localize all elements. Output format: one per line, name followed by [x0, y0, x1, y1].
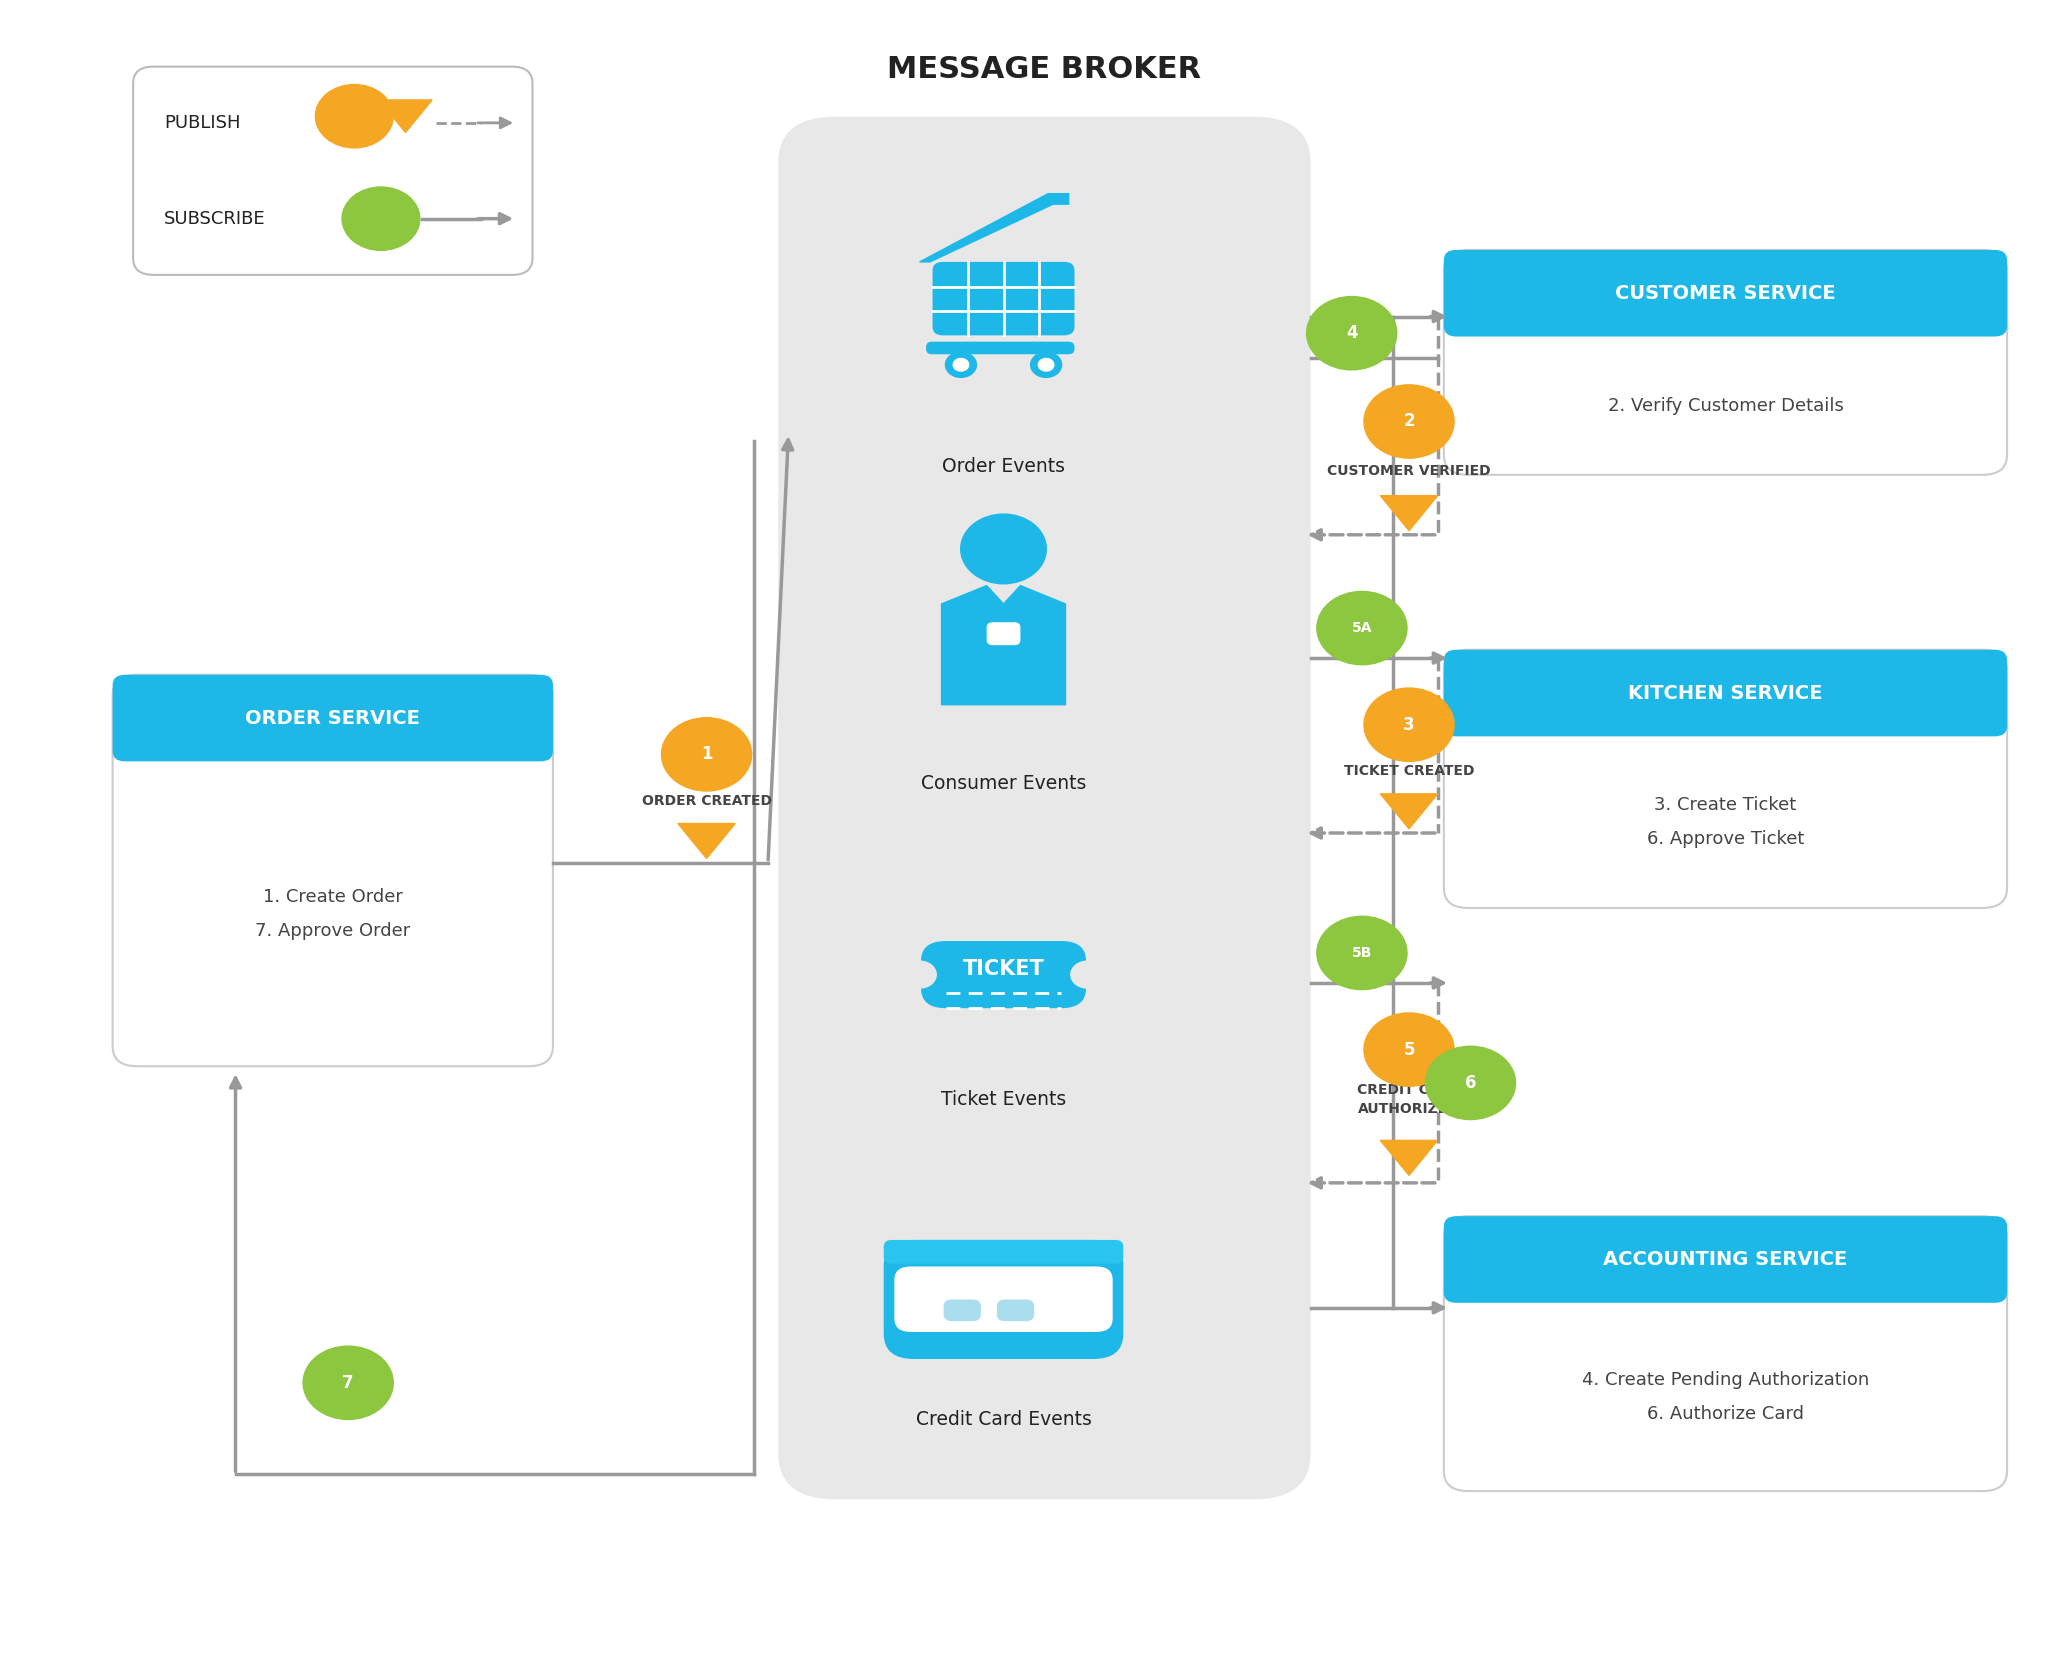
- Text: Order Events: Order Events: [942, 456, 1065, 476]
- Polygon shape: [1380, 1140, 1438, 1176]
- Polygon shape: [920, 193, 1069, 262]
- Circle shape: [1364, 385, 1454, 458]
- FancyBboxPatch shape: [113, 675, 553, 1066]
- FancyBboxPatch shape: [997, 1299, 1034, 1321]
- Circle shape: [1317, 916, 1407, 990]
- Circle shape: [303, 1346, 393, 1419]
- Text: 4: 4: [1346, 325, 1358, 342]
- FancyBboxPatch shape: [778, 117, 1311, 1499]
- Polygon shape: [678, 823, 735, 858]
- Text: Ticket Events: Ticket Events: [940, 1090, 1067, 1110]
- FancyBboxPatch shape: [1444, 1216, 2007, 1491]
- Text: Consumer Events: Consumer Events: [922, 773, 1085, 793]
- FancyBboxPatch shape: [926, 342, 1075, 355]
- Polygon shape: [942, 586, 1065, 705]
- FancyBboxPatch shape: [885, 1240, 1122, 1359]
- FancyBboxPatch shape: [1444, 250, 2007, 475]
- Polygon shape: [379, 100, 432, 133]
- FancyBboxPatch shape: [1444, 650, 2007, 908]
- Text: PUBLISH: PUBLISH: [164, 113, 240, 132]
- Circle shape: [662, 718, 752, 791]
- Text: CUSTOMER SERVICE: CUSTOMER SERVICE: [1616, 283, 1835, 303]
- Text: 2. Verify Customer Details: 2. Verify Customer Details: [1608, 397, 1843, 415]
- FancyBboxPatch shape: [1444, 650, 2007, 736]
- Circle shape: [1038, 358, 1055, 372]
- Circle shape: [315, 85, 393, 148]
- Circle shape: [1364, 688, 1454, 761]
- Text: ORDER CREATED: ORDER CREATED: [641, 795, 772, 808]
- Text: ACCOUNTING SERVICE: ACCOUNTING SERVICE: [1604, 1250, 1847, 1269]
- Circle shape: [342, 187, 420, 250]
- FancyBboxPatch shape: [133, 67, 532, 275]
- Polygon shape: [1380, 496, 1438, 531]
- Circle shape: [903, 961, 936, 988]
- Text: CUSTOMER VERIFIED: CUSTOMER VERIFIED: [1327, 465, 1491, 478]
- Polygon shape: [1380, 795, 1438, 830]
- Text: KITCHEN SERVICE: KITCHEN SERVICE: [1628, 683, 1823, 703]
- Text: 6: 6: [1464, 1075, 1477, 1091]
- FancyBboxPatch shape: [895, 1266, 1112, 1333]
- Text: Credit Card Events: Credit Card Events: [915, 1409, 1092, 1429]
- Text: 1. Create Order
7. Approve Order: 1. Create Order 7. Approve Order: [256, 888, 410, 940]
- Text: TICKET: TICKET: [963, 960, 1044, 980]
- Text: 3: 3: [1403, 716, 1415, 733]
- Circle shape: [961, 515, 1047, 583]
- Text: 5B: 5B: [1352, 946, 1372, 960]
- Circle shape: [1071, 961, 1104, 988]
- FancyBboxPatch shape: [113, 675, 553, 761]
- Text: 7: 7: [342, 1374, 354, 1391]
- Text: TICKET CREATED: TICKET CREATED: [1343, 765, 1475, 778]
- FancyBboxPatch shape: [987, 623, 1020, 645]
- Text: ORDER SERVICE: ORDER SERVICE: [246, 708, 420, 728]
- FancyBboxPatch shape: [922, 941, 1085, 1008]
- Text: SUBSCRIBE: SUBSCRIBE: [164, 210, 266, 228]
- Text: MESSAGE BROKER: MESSAGE BROKER: [887, 55, 1202, 85]
- Circle shape: [1364, 1013, 1454, 1086]
- Text: 1: 1: [700, 745, 713, 763]
- Text: 3. Create Ticket
6. Approve Ticket: 3. Create Ticket 6. Approve Ticket: [1647, 796, 1804, 848]
- FancyBboxPatch shape: [932, 262, 1075, 335]
- Text: CREDIT CARD
AUTHORIZED: CREDIT CARD AUTHORIZED: [1356, 1083, 1462, 1116]
- Text: 2: 2: [1403, 413, 1415, 430]
- Circle shape: [1030, 352, 1061, 377]
- Text: 5A: 5A: [1352, 621, 1372, 635]
- FancyBboxPatch shape: [1444, 250, 2007, 337]
- Circle shape: [1425, 1046, 1516, 1120]
- Circle shape: [1317, 591, 1407, 665]
- Text: 5: 5: [1403, 1041, 1415, 1058]
- FancyBboxPatch shape: [1444, 1216, 2007, 1303]
- Text: 4. Create Pending Authorization
6. Authorize Card: 4. Create Pending Authorization 6. Autho…: [1581, 1371, 1870, 1423]
- Circle shape: [952, 358, 969, 372]
- FancyBboxPatch shape: [885, 1240, 1122, 1264]
- Circle shape: [946, 352, 977, 377]
- Circle shape: [1307, 297, 1397, 370]
- FancyBboxPatch shape: [944, 1299, 981, 1321]
